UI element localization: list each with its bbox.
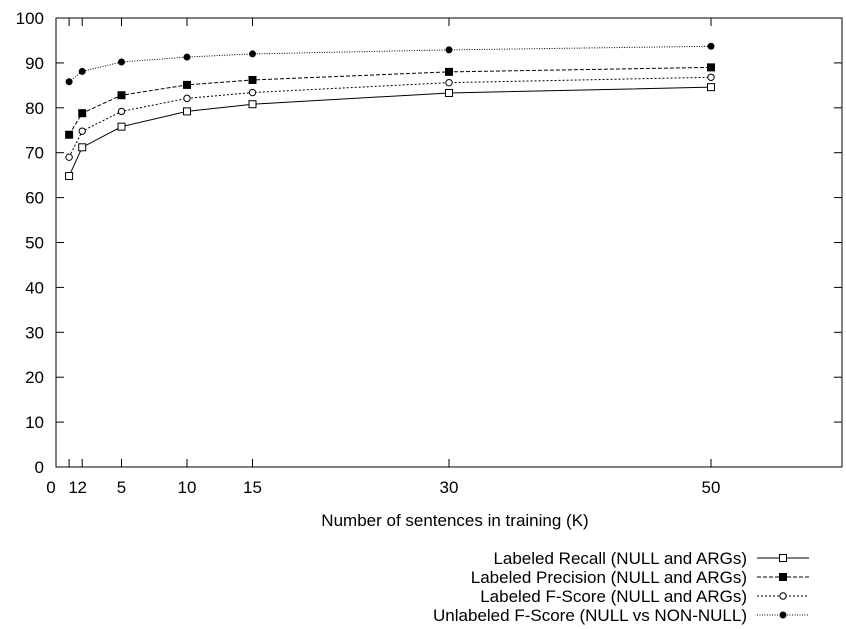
y-tick-label: 80: [25, 99, 44, 118]
data-point: [445, 67, 453, 76]
legend-swatch-marker: [779, 554, 787, 562]
x-tick-label: 5: [117, 478, 126, 497]
legend-label: Unlabeled F-Score (NULL vs NON-NULL): [433, 606, 747, 625]
y-tick-label: 30: [25, 323, 44, 342]
data-point: [183, 80, 191, 89]
data-point: [707, 63, 715, 72]
data-point: [183, 53, 191, 61]
legend-swatch-marker: [779, 611, 787, 619]
data-point: [445, 88, 453, 97]
data-point: [117, 107, 126, 116]
data-point: [183, 94, 191, 103]
data-point: [117, 122, 126, 131]
legend-item: Labeled F-Score (NULL and ARGs): [480, 587, 809, 606]
series-3: [65, 73, 715, 161]
y-tick-label: 70: [25, 144, 44, 163]
data-point: [183, 107, 191, 116]
legend-item: Labeled Precision (NULL and ARGs): [471, 568, 809, 587]
y-tick-label: 40: [25, 278, 44, 297]
x-tick-label: 2: [77, 478, 86, 497]
data-point: [117, 91, 126, 100]
data-point: [707, 83, 715, 92]
data-point: [78, 67, 86, 75]
y-tick-label: 20: [25, 368, 44, 387]
y-tick-label: 0: [35, 458, 44, 477]
data-point: [707, 42, 715, 50]
x-tick-label: 0: [46, 478, 55, 497]
legend-swatch-marker: [779, 573, 787, 581]
data-point: [707, 73, 715, 81]
legend-label: Labeled F-Score (NULL and ARGs): [480, 587, 747, 606]
data-point: [248, 100, 257, 109]
series-line: [68, 66, 712, 135]
x-tick-label: 15: [243, 478, 262, 497]
series-line: [68, 45, 712, 83]
data-point: [445, 78, 453, 87]
data-point: [248, 88, 257, 97]
legend-swatch-marker: [779, 592, 787, 600]
data-point: [78, 109, 87, 118]
data-point: [78, 143, 87, 152]
legend-label: Labeled Precision (NULL and ARGs): [471, 568, 747, 587]
data-point: [78, 127, 86, 135]
series-layer: [65, 42, 715, 181]
legend-item: Labeled Recall (NULL and ARGs): [493, 549, 809, 568]
series-2: [65, 63, 715, 139]
data-point: [118, 58, 125, 66]
series-1: [65, 83, 715, 181]
x-axis-label: Number of sentences in training (K): [321, 511, 588, 530]
legend-label: Labeled Recall (NULL and ARGs): [493, 549, 747, 568]
data-point: [65, 153, 73, 161]
series-line: [68, 86, 712, 177]
legend-item: Unlabeled F-Score (NULL vs NON-NULL): [433, 606, 809, 625]
data-point: [65, 172, 74, 181]
data-point: [249, 50, 256, 58]
x-tick-label: 10: [178, 478, 197, 497]
y-tick-label: 90: [25, 54, 44, 73]
series-4: [65, 42, 715, 86]
x-tick-label: 1: [68, 478, 77, 497]
y-tick-label: 60: [25, 189, 44, 208]
x-tick-label: 50: [702, 478, 721, 497]
y-tick-label: 10: [25, 413, 44, 432]
legend: Labeled Recall (NULL and ARGs)Labeled Pr…: [433, 549, 809, 625]
data-point: [248, 75, 257, 84]
y-tick-label: 100: [16, 9, 44, 28]
y-tick-label: 50: [25, 234, 44, 253]
data-point: [65, 78, 73, 86]
data-point: [65, 130, 74, 139]
data-point: [445, 46, 453, 54]
x-tick-label: 30: [440, 478, 459, 497]
